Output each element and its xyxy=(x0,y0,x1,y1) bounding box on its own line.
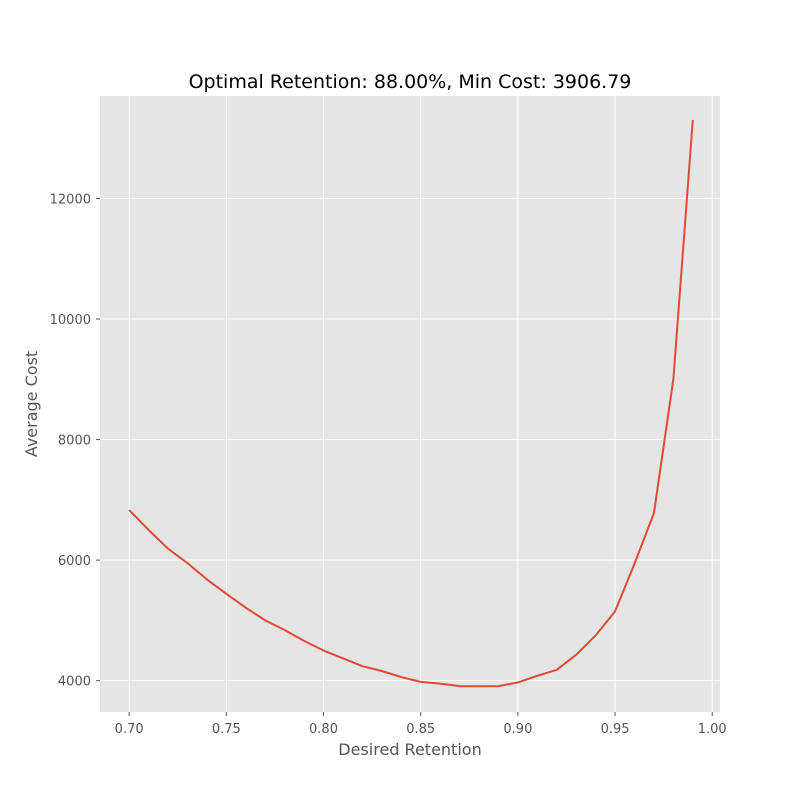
series-layer xyxy=(128,120,694,688)
y-tick-label: 8000 xyxy=(58,434,91,449)
y-tick-label: 12000 xyxy=(50,192,91,207)
y-tick-label: 10000 xyxy=(50,313,91,328)
y-axis-label: Average Cost xyxy=(22,351,41,457)
y-tick-label: 6000 xyxy=(58,554,91,569)
x-tick-label: 0.70 xyxy=(115,722,144,737)
x-tick-label: 1.00 xyxy=(698,722,727,737)
x-tick-label: 0.95 xyxy=(601,722,630,737)
plot-area xyxy=(100,96,720,712)
x-tick-label: 0.75 xyxy=(212,722,241,737)
series-line xyxy=(128,120,694,688)
y-tick-label: 4000 xyxy=(58,675,91,690)
x-axis-ticks: 0.70 0.75 0.80 0.85 0.90 0.95 1.00 xyxy=(115,712,727,737)
x-tick-label: 0.80 xyxy=(309,722,338,737)
x-tick-label: 0.90 xyxy=(503,722,532,737)
chart-title: Optimal Retention: 88.00%, Min Cost: 390… xyxy=(189,71,632,93)
y-axis-ticks: 4000 6000 8000 10000 12000 xyxy=(50,192,100,690)
x-tick-label: 0.85 xyxy=(406,722,435,737)
x-axis-label: Desired Retention xyxy=(338,740,481,759)
grid xyxy=(100,96,720,712)
